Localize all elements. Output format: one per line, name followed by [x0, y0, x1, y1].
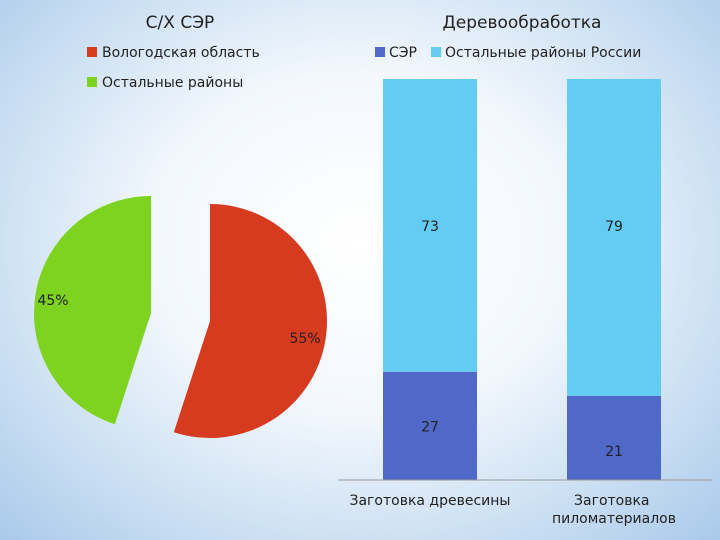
legend-label-ser: СЭР	[389, 45, 417, 61]
pie-slice-vologda	[173, 204, 327, 439]
bar-category-label-1-line2: пиломатериалов	[552, 511, 676, 527]
pie-label-other-districts: 45%	[37, 293, 68, 309]
legend-swatch-ser	[375, 47, 385, 57]
bar-label-rest-russia-0: 73	[421, 219, 439, 235]
pie-label-vologda: 55%	[289, 331, 320, 347]
pie-slices	[33, 196, 327, 439]
pie-legend: Вологодская область Остальные районы	[87, 45, 260, 91]
legend-swatch-vologda	[87, 47, 97, 57]
bar-chart-title: Деревообработка	[443, 13, 602, 33]
bar-category-label-1: Заготовка пиломатериалов	[552, 493, 676, 527]
bar-ser-1	[567, 395, 661, 480]
bar-category-label-1-line1: Заготовка	[574, 493, 649, 509]
bar-legend: СЭР Остальные районы России	[375, 45, 641, 61]
pie-chart-title: С/Х СЭР	[146, 13, 215, 33]
bar-plot: 27 73 21 79	[383, 79, 661, 480]
pie-slice-other-districts	[33, 196, 152, 425]
bar-label-ser-0: 27	[421, 420, 439, 436]
legend-label-vologda: Вологодская область	[102, 45, 260, 61]
legend-label-rest-russia: Остальные районы России	[445, 45, 641, 61]
legend-label-other-districts: Остальные районы	[102, 75, 243, 91]
bar-label-rest-russia-1: 79	[605, 219, 623, 235]
bar-rest-russia-0	[383, 79, 477, 372]
legend-swatch-rest-russia	[431, 47, 441, 57]
bar-rest-russia-1	[567, 79, 661, 396]
bar-category-label-0: Заготовка древесины	[350, 493, 511, 509]
legend-swatch-other-districts	[87, 77, 97, 87]
bar-ser-0	[383, 371, 477, 480]
bar-label-ser-1: 21	[605, 444, 623, 460]
